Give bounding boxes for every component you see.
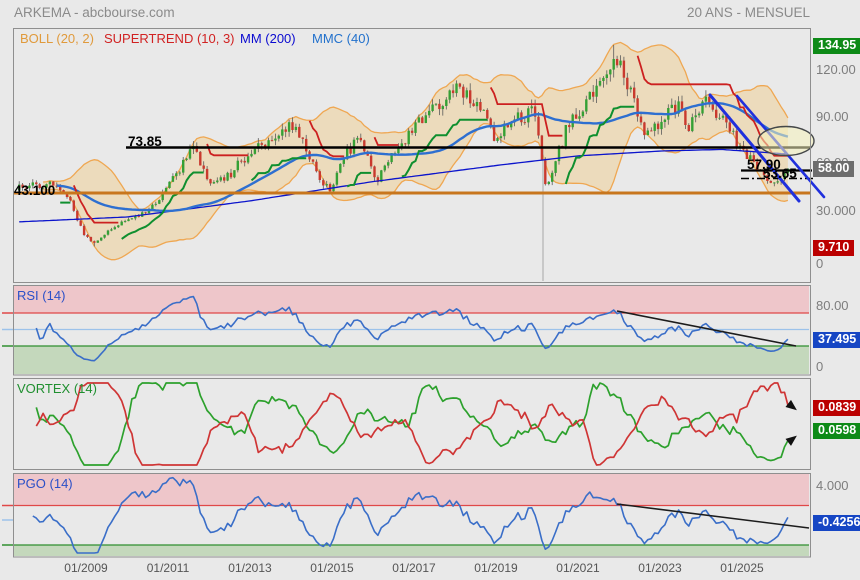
- rsi-panel-title: RSI (14): [17, 288, 66, 303]
- rsi-tick-80: 80.00: [816, 298, 849, 313]
- x-tick-2019: 01/2019: [474, 561, 518, 575]
- support2-level-label[interactable]: 53.65: [763, 166, 797, 181]
- resistance-level-label[interactable]: 73.85: [128, 134, 162, 149]
- price-tick-90: 90.00: [816, 109, 849, 124]
- support1-level-label[interactable]: 57.90: [747, 157, 781, 172]
- major-support-level-label[interactable]: 43.100: [14, 183, 56, 198]
- price-last-label: 58.00: [813, 161, 855, 177]
- price-atl-label: 9.710: [813, 240, 855, 256]
- vortex-panel-title: VORTEX (14): [17, 381, 97, 396]
- x-tick-2021: 01/2021: [556, 561, 600, 575]
- price-tick-120: 120.00: [816, 62, 856, 77]
- x-tick-2023: 01/2023: [638, 561, 682, 575]
- legend-bollinger: BOLL (20, 2): [20, 31, 94, 46]
- rsi-tick-0: 0: [816, 359, 824, 374]
- x-tick-2025: 01/2025: [720, 561, 764, 575]
- pgo-tick-4: 4.000: [816, 478, 849, 493]
- highlight-ellipse: [757, 125, 815, 157]
- pgo-last-label: -0.4256: [813, 515, 860, 531]
- x-tick-2009: 01/2009: [64, 561, 108, 575]
- main-price-panel: [18, 41, 790, 281]
- x-tick-2011: 01/2011: [146, 561, 190, 575]
- pgo-panel-title: PGO (14): [17, 476, 73, 491]
- vortex-vi-minus-label: 0.0839: [813, 400, 860, 416]
- x-tick-2015: 01/2015: [310, 561, 354, 575]
- instrument-title: ARKEMA - abcbourse.com: [14, 5, 175, 20]
- period-label: 20 ANS - MENSUEL: [686, 5, 810, 20]
- legend-supertrend: SUPERTREND (10, 3): [104, 31, 235, 46]
- vortex-arrow: [785, 399, 797, 411]
- price-ath-label: 134.95: [813, 38, 860, 54]
- vortex-vi-plus-label: 0.0598: [813, 423, 860, 439]
- rsi-last-label: 37.495: [813, 332, 860, 348]
- price-tick-0: 0: [816, 256, 824, 271]
- x-tick-2013: 01/2013: [228, 561, 272, 575]
- price-tick-30: 30.000: [816, 203, 856, 218]
- legend-mmc40: MMC (40): [312, 31, 370, 46]
- vortex-arrow: [785, 435, 797, 446]
- x-tick-2017: 01/2017: [392, 561, 436, 575]
- legend-mm200: MM (200): [240, 31, 296, 46]
